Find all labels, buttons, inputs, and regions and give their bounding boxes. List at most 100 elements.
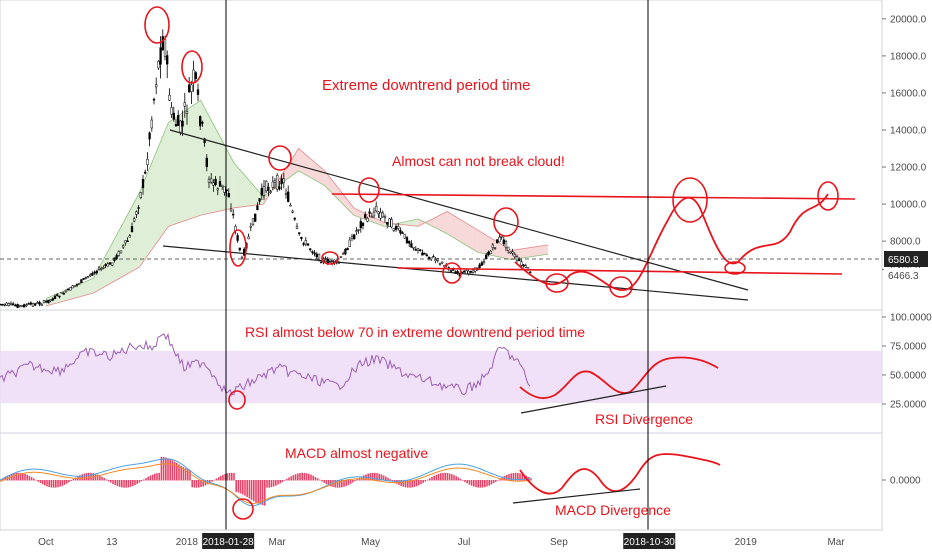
cloud-segment xyxy=(511,244,549,260)
rsi-tick-label: 75.0000 xyxy=(890,341,927,352)
candle-body xyxy=(421,252,424,256)
highlight-circle xyxy=(144,6,170,44)
candle-body xyxy=(115,255,118,260)
macd-histogram-bar xyxy=(264,480,266,506)
macd-histogram-bar xyxy=(497,480,499,481)
macd-histogram-bar xyxy=(180,465,182,481)
macd-histogram-bar xyxy=(134,480,136,486)
price-tick-label: 10000.0 xyxy=(890,200,927,211)
candle-body xyxy=(403,233,406,239)
macd-histogram-bar xyxy=(418,480,420,486)
candle-body xyxy=(69,287,72,291)
macd-histogram-bar xyxy=(121,480,123,488)
candle-body xyxy=(7,303,10,306)
macd-histogram-bar xyxy=(158,472,160,481)
candle-body xyxy=(249,225,252,228)
rsi-divergence-label: RSI Divergence xyxy=(595,411,693,427)
x-tick-label: 2019 xyxy=(735,537,758,548)
cloud-segment xyxy=(418,211,448,234)
candle-body xyxy=(271,181,274,188)
cloud-segment xyxy=(93,192,140,294)
date-marker-label: 2018-01-28 xyxy=(203,537,255,548)
candle-body xyxy=(425,254,428,257)
macd-histogram-bar xyxy=(422,480,424,483)
cloud-segment xyxy=(298,148,325,186)
candle-body xyxy=(40,304,43,306)
macd-histogram-bar xyxy=(451,474,453,481)
candle-body xyxy=(58,295,61,298)
candle-body xyxy=(227,193,230,198)
candle-body xyxy=(86,275,90,278)
candle-body xyxy=(441,261,444,264)
x-tick-label: Sep xyxy=(550,537,568,548)
candle-body xyxy=(34,303,37,306)
candle-body xyxy=(97,267,101,270)
macd-histogram-bar xyxy=(165,457,167,481)
candle-body xyxy=(381,212,384,218)
macd-histogram-bar xyxy=(112,480,114,484)
candle-body xyxy=(126,240,129,242)
candle-body xyxy=(240,256,244,260)
macd-histogram-bar xyxy=(270,480,273,488)
macd-histogram-bar xyxy=(213,479,215,481)
macd-histogram-bar xyxy=(220,475,222,481)
candle-body xyxy=(75,283,79,286)
macd-histogram-bar xyxy=(222,474,224,481)
candle-body xyxy=(12,303,15,306)
macd-histogram-bar xyxy=(99,475,101,481)
macd-histogram-bar xyxy=(341,480,343,488)
candle-body xyxy=(78,283,81,285)
price-tick-label: 16000.0 xyxy=(890,88,927,99)
candle-body xyxy=(408,241,411,244)
macd-histogram-bar xyxy=(283,480,286,481)
candle-body xyxy=(291,210,294,213)
macd-histogram-bar xyxy=(129,480,132,487)
candle-body xyxy=(139,192,142,198)
candle-body xyxy=(177,114,180,126)
macd-histogram-bar xyxy=(354,480,356,482)
candle-body xyxy=(293,218,296,220)
candle-body xyxy=(463,270,466,273)
macd-histogram-bar xyxy=(184,468,187,481)
candle-body xyxy=(201,121,204,124)
candle-body xyxy=(3,303,6,306)
candle-body xyxy=(339,256,343,258)
highlight-circle xyxy=(228,390,246,410)
macd-histogram-bar xyxy=(61,480,64,486)
macd-histogram-bar xyxy=(521,473,523,481)
candle-body xyxy=(247,236,250,240)
candle-body xyxy=(192,69,195,83)
candle-body xyxy=(18,304,21,307)
candle-body xyxy=(152,98,156,101)
candle-body xyxy=(93,271,96,274)
candle-body xyxy=(203,138,206,144)
candle-body xyxy=(229,208,233,212)
macd-histogram-bar xyxy=(39,480,42,484)
rsi-annotation: RSI almost below 70 in extreme downtrend… xyxy=(245,324,585,340)
candle-body xyxy=(302,243,305,245)
candle-body xyxy=(399,230,402,234)
candle-body xyxy=(467,270,470,274)
candle-body xyxy=(137,207,140,209)
macd-histogram-bar xyxy=(387,477,389,481)
macd-histogram-bar xyxy=(352,480,354,483)
macd-histogram-bar xyxy=(244,480,246,496)
macd-histogram-bar xyxy=(415,480,418,487)
macd-histogram-bar xyxy=(312,475,314,481)
candle-body xyxy=(337,262,340,265)
rsi-projection xyxy=(519,356,719,399)
macd-histogram-bar xyxy=(250,480,253,500)
highlight-circle xyxy=(724,261,746,275)
macd-histogram-bar xyxy=(477,480,479,488)
macd-histogram-bar xyxy=(409,480,411,488)
candle-body xyxy=(150,119,153,129)
candle-body xyxy=(309,248,312,250)
rsi-divergence-line xyxy=(520,385,667,414)
candle-body xyxy=(262,185,266,196)
macd-histogram-bar xyxy=(268,480,270,488)
x-tick-label: 13 xyxy=(106,537,118,548)
candle-body xyxy=(478,264,481,268)
macd-histogram-bar xyxy=(255,480,257,503)
candle-body xyxy=(106,263,109,267)
macd-histogram-bar xyxy=(440,473,442,481)
